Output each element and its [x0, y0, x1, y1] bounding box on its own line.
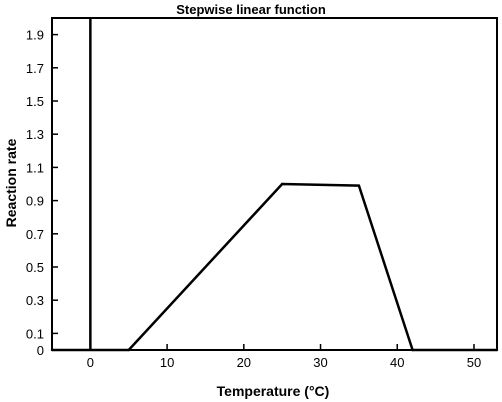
data-point: [495, 348, 499, 352]
data-point: [50, 348, 54, 352]
y-tick-label: 0.1: [26, 326, 44, 341]
series-points: [50, 182, 499, 352]
x-tick-label: 0: [87, 355, 94, 370]
x-axis-label: Temperature (°C): [217, 383, 330, 399]
y-tick-label: 1.3: [26, 127, 44, 142]
x-axis: 0 10 20 30 40 50: [87, 344, 481, 370]
chart-title: Stepwise linear function: [176, 2, 326, 17]
x-tick-label: 50: [467, 355, 481, 370]
y-axis: 0 0.1 0.3 0.5 0.7 0.9 1.1 1.3 1.5 1.7 1.9: [26, 28, 58, 358]
y-tick-label: 0.5: [26, 260, 44, 275]
y-tick-label: 1.5: [26, 94, 44, 109]
data-point: [411, 348, 414, 352]
y-tick-label: 1.7: [26, 61, 44, 76]
y-tick-label: 0.7: [26, 227, 44, 242]
x-tick-label: 20: [237, 355, 251, 370]
plot-frame: [51, 17, 498, 351]
data-point: [280, 182, 284, 186]
x-tick-label: 30: [313, 355, 327, 370]
x-tick-label: 10: [160, 355, 174, 370]
y-axis-label: Reaction rate: [3, 138, 19, 227]
y-tick-label: 0: [37, 343, 44, 358]
y-tick-label: 1.9: [26, 28, 44, 43]
y-tick-label: 0.3: [26, 293, 44, 308]
data-point: [357, 184, 361, 187]
series-line: [52, 182, 497, 352]
y-tick-label: 1.1: [26, 160, 44, 175]
y-tick-label: 0.9: [26, 194, 44, 209]
x-tick-label: 40: [390, 355, 404, 370]
data-point: [127, 348, 130, 352]
